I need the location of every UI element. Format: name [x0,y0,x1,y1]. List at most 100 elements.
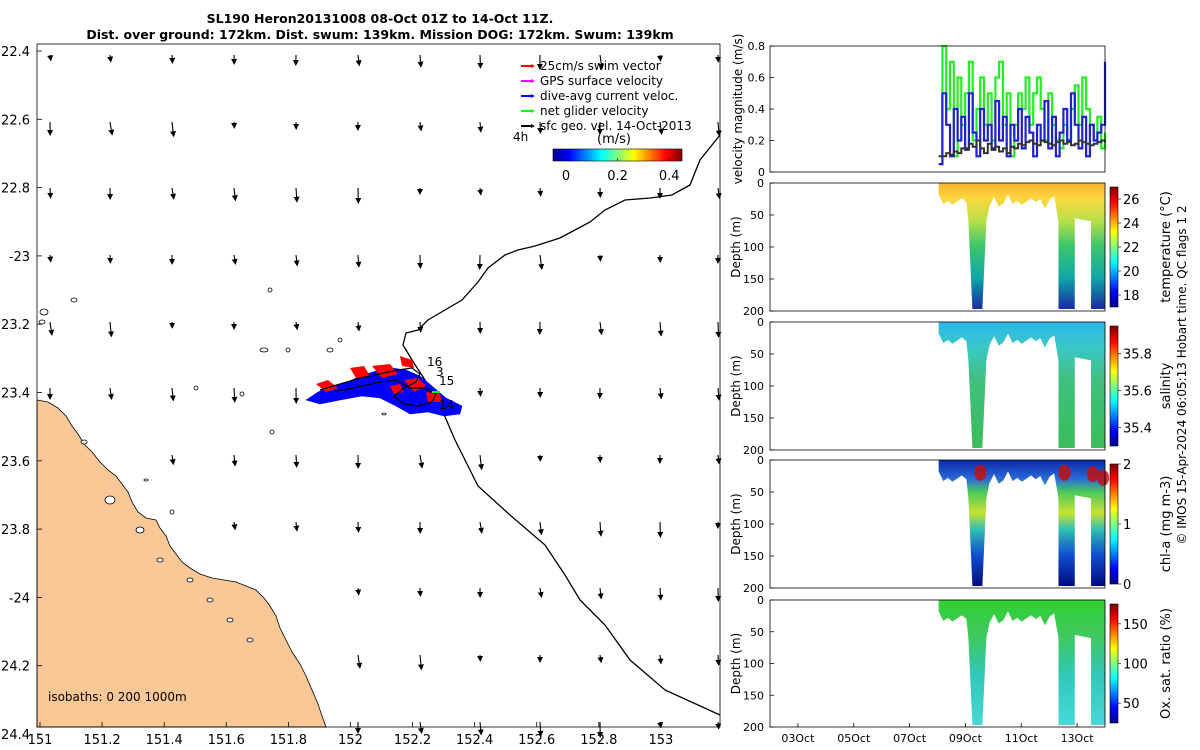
lon-tick-label: 151 [28,733,53,748]
current-vector-arrow [657,387,664,400]
profile-heatmap-fill [938,322,1105,448]
date-tick-label: 11Oct [1005,732,1039,745]
date-tick-label: 09Oct [949,732,983,745]
depth-tick-label: 150 [743,550,764,563]
current-vector-arrow [231,454,238,467]
current-vector-arrow [231,521,238,531]
depth-axis-label: Depth (m) [729,493,743,554]
current-vector-arrow [537,187,544,197]
velocity-ytick-label: 0.8 [748,40,766,53]
annotation-3: 3 [436,365,444,379]
lon-tick-label: 151.8 [270,733,307,748]
depth-tick-label: 0 [757,177,764,190]
current-vector-arrow [108,121,115,136]
current-vector-arrow [477,121,484,133]
current-vector-arrow [231,254,238,266]
current-vector-arrow [293,321,300,331]
lat-tick-label: 23.8 [1,523,30,538]
legend-swatch-head [531,94,535,98]
depth-tick-label: 100 [743,241,764,254]
island [135,526,145,534]
legend-label: GPS surface velocity [540,74,663,88]
current-vector-arrow [715,121,722,137]
legend-label: sfc geo. vel. 14-Oct-2013 [540,119,692,133]
date-tick-label: 13Oct [1061,732,1095,745]
current-vector-arrow [355,54,362,67]
colorbar-label: temperature (°C) [1159,191,1174,303]
velocity-ytick-label: 0.6 [748,72,766,85]
current-vector-arrow [231,387,238,403]
current-vector-arrow [537,587,544,599]
lon-tick-label: 152.6 [518,733,555,748]
current-vector-arrow [107,54,114,63]
colorbar-tick-label: 22 [1123,241,1140,256]
colorbar-tick-label: 18 [1123,289,1140,304]
velocity-ytick-label: 0.2 [748,135,766,148]
map-frame [36,43,721,728]
current-vector-arrow [293,521,300,532]
depth-tick-label: 100 [743,658,764,671]
colorbar-tick-label: 50 [1123,697,1140,712]
depth-axis-label: Depth (m) [729,216,743,277]
current-vector-arrow [169,387,176,402]
depth-tick-label: 200 [743,582,764,595]
map-panel: 16 3 15 14 22.4 22.6 22.8 -23 23.2 23.4 23.6 23… [1,43,722,748]
current-vector-arrow [715,454,722,465]
depth-tick-label: 50 [750,209,764,222]
lat-tick-label: 24.2 [1,660,30,675]
current-vector-arrow [715,654,722,666]
current-vector-arrow [170,187,176,200]
current-vector-arrow [293,187,300,203]
island [326,347,334,353]
profile-colorbar [1109,186,1119,308]
colorbar-label: chl-a (mg m-3) [1159,476,1174,573]
colorbar-tick-label: 20 [1123,265,1140,280]
current-vector-arrow [417,321,424,333]
island [267,287,273,293]
chl-maximum-patch [1086,466,1099,483]
current-vector-arrow [657,654,664,665]
current-vector-arrow [597,654,604,664]
profile-frame [769,321,1106,451]
lon-tick-label: 152.4 [456,733,493,748]
island [206,597,214,603]
profile-frame [769,182,1106,312]
island [193,385,199,391]
profile-heatmap-fill [938,600,1105,725]
colorbar-tick-label: 35.4 [1123,422,1152,437]
current-vector-arrow [715,321,722,338]
depth-tick-label: 150 [743,689,764,702]
current-vector-arrow [355,321,362,332]
lon-tick-label: 153 [648,733,673,748]
current-vector-arrow [477,187,484,196]
profile-colorbar [1109,603,1119,724]
depth-tick-label: 200 [743,721,764,734]
current-vector-arrow [715,387,722,401]
lon-tick-label: 152 [338,733,363,748]
current-vector-arrow [538,254,545,271]
lat-tick-label: 22.8 [1,182,30,197]
velocity-ylabel: velocity magnitude (m/s) [731,34,745,185]
current-vector-arrow [657,587,664,601]
lon-tick-label: 151.4 [146,733,183,748]
legend-swatch-head [531,109,535,113]
current-vector-arrow [715,721,722,730]
figure-title: SL190 Heron20131008 08-Oct 01Z to 14-Oct… [206,11,554,26]
legend-label: 25cm/s swim vector [540,59,661,73]
current-vector-arrow [47,254,54,263]
lon-tick-label: 151.2 [83,733,120,748]
current-vector-arrow [597,321,604,336]
current-vector-arrow [478,521,484,534]
colorbar-label: Ox. sat. ratio (%) [1159,608,1174,719]
depth-axis-label: Depth (m) [729,355,743,416]
island [186,577,194,583]
lat-tick-label: 22.6 [1,113,30,128]
current-vector-arrow [355,254,362,268]
current-vector-arrow [47,187,54,199]
current-vector-arrow [417,721,424,735]
lon-tick-label: 152.2 [394,733,431,748]
island [169,509,175,515]
